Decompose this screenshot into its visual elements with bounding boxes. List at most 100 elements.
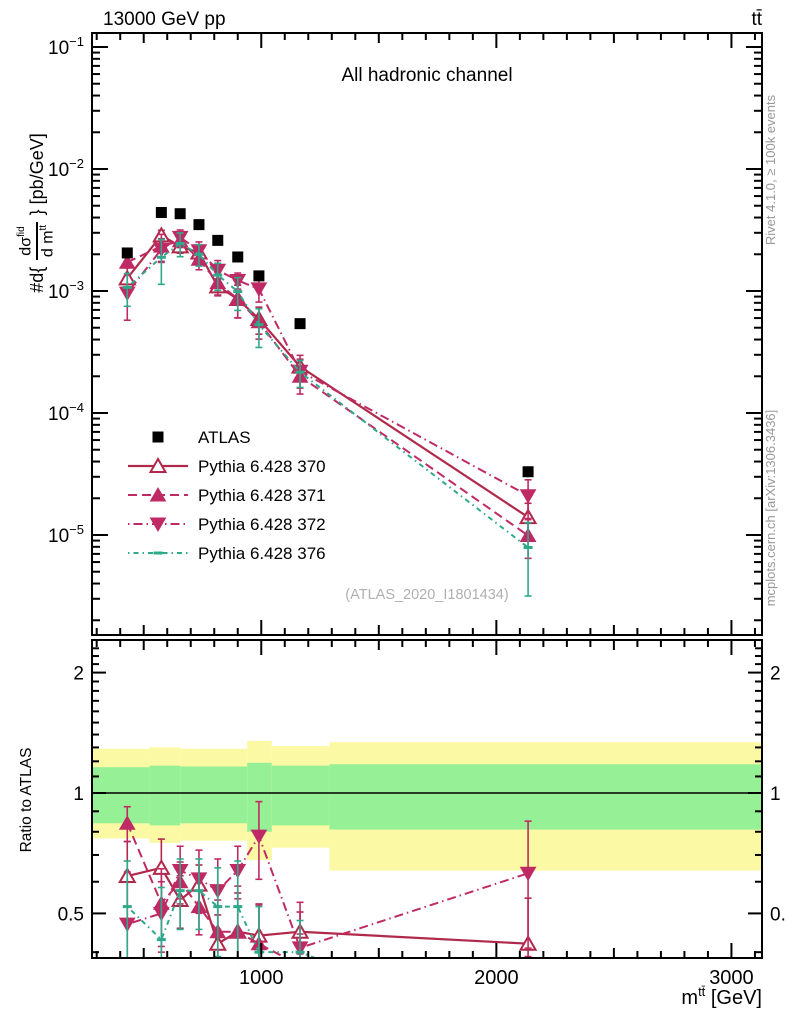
title-energy: 13000 GeV pp <box>103 9 226 30</box>
y-axis-label-suffix: } [pb/GeV] <box>26 133 47 216</box>
dash-marker <box>156 938 166 942</box>
y-axis-label-fraction: dσfid d mtt <box>16 222 57 260</box>
legend-item: Pythia 6.428 370 <box>128 456 326 476</box>
legend-item: Pythia 6.428 376 <box>128 544 326 563</box>
series-line <box>126 889 318 958</box>
series-pythia-6-428-372-main <box>118 229 537 520</box>
y-axis-label-denominator: d mtt <box>38 224 57 258</box>
atlas-data-marker <box>294 318 306 330</box>
filled-triangle-down-marker <box>250 829 268 845</box>
ratio-tick-label-left: 2 <box>73 664 84 685</box>
y-tick-label: 10−4 <box>48 400 84 425</box>
atlas-data-marker <box>212 234 224 246</box>
ratio-panel-frame <box>91 639 763 959</box>
tick-labels: 10−1 10−2 10−3 10−4 10−5 1000 2000 3000 2 2 1 1 0.5 0… <box>48 34 786 989</box>
dash-marker <box>254 323 264 327</box>
dash-marker <box>254 950 264 954</box>
x-axis-label: mtt̄ [GeV] <box>681 984 762 1009</box>
channel-label: All hadronic channel <box>341 65 512 86</box>
dash-marker <box>153 551 163 555</box>
series-line <box>126 239 529 537</box>
ratio-tick-label-left: 0.5 <box>58 904 84 925</box>
band-green <box>271 765 330 826</box>
legend-item: Pythia 6.428 371 <box>128 486 326 505</box>
band-green <box>92 767 150 824</box>
y-axis-label: #d{ dσfid d mtt } [pb/GeV] <box>6 48 68 378</box>
series-pythia-6-428-371-main <box>118 232 537 560</box>
filled-triangle-up-marker <box>521 995 536 1008</box>
dash-marker <box>295 950 305 954</box>
x-axis-label-sup: tt̄ <box>698 984 706 999</box>
title-process: tt̄ <box>751 9 762 30</box>
band-green <box>149 765 181 826</box>
mcplots-note: mcplots.cern.ch [arXiv:1306.3436] <box>763 410 778 607</box>
ratio-tick-label-right: 1 <box>770 784 781 805</box>
ratio-tick-label-right: 0.5 <box>770 904 786 925</box>
filled-triangle-up-marker <box>118 254 136 269</box>
atlas-data-marker <box>193 219 205 231</box>
atlas-data-marker <box>522 466 534 478</box>
atlas-data-marker <box>155 206 167 218</box>
rivet-version-note: Rivet 4.1.0, ≥ 100k events <box>763 94 778 245</box>
series-pythia-6-428-376-main <box>122 232 533 597</box>
filled-triangle-up-marker <box>299 957 301 958</box>
legend-label: Pythia 6.428 376 <box>198 544 326 563</box>
dash-marker <box>523 545 533 549</box>
main-panel-frame <box>91 32 763 636</box>
axis-ticks <box>92 33 762 958</box>
filled-triangle-down-marker <box>519 489 537 504</box>
open-triangle-marker <box>148 456 168 473</box>
x-axis-label-units: [GeV] <box>705 987 762 1009</box>
series-line <box>126 233 529 519</box>
atlas-data-marker <box>152 431 164 443</box>
filled-triangle-down-marker <box>149 517 167 533</box>
dash-marker <box>295 370 305 374</box>
y-axis-label-numerator: dσfid <box>16 222 38 260</box>
y-tick-label: 10−3 <box>48 278 84 303</box>
series-line <box>126 242 529 549</box>
series-pythia-6-428-376-ratio <box>122 858 318 958</box>
y-tick-label: 10−2 <box>48 156 84 181</box>
ratio-axis-label: Ratio to ATLAS <box>18 748 35 853</box>
legend-label: ATLAS <box>198 428 251 447</box>
band-green <box>329 764 762 830</box>
y-axis-label-prefix: #d{ <box>26 266 47 293</box>
atlas-data-marker <box>121 247 133 259</box>
series-line <box>126 236 529 497</box>
legend: ATLAS Pythia 6.428 370 Pythia 6.428 371 Pyt… <box>128 428 326 563</box>
dash-marker <box>175 889 185 893</box>
chart-dynamic-layer: 10−1 10−2 10−3 10−4 10−5 1000 2000 3000 2 2 1 1 0.5 0… <box>48 32 786 1008</box>
y-tick-label: 10−1 <box>48 34 84 59</box>
ratio-uncertainty-bands <box>92 740 762 871</box>
band-green <box>180 766 248 824</box>
filled-triangle-up-marker <box>118 815 136 830</box>
atlas-data-marker <box>174 208 186 220</box>
dash-marker <box>213 273 223 277</box>
dash-marker <box>175 242 185 246</box>
dash-marker <box>194 252 204 256</box>
filled-triangle-down-marker <box>519 866 537 882</box>
dash-marker <box>122 285 132 289</box>
watermark: (ATLAS_2020_I1801434) <box>345 587 508 603</box>
legend-item: Pythia 6.428 372 <box>128 515 326 534</box>
dash-marker <box>213 905 223 909</box>
filled-triangle-up-marker <box>149 486 167 502</box>
x-tick-label: 3000 <box>709 967 754 989</box>
dash-marker <box>233 290 243 294</box>
x-axis-label-base: m <box>681 987 698 1009</box>
filled-triangle-down-marker <box>250 282 268 297</box>
legend-label: Pythia 6.428 371 <box>198 486 326 505</box>
atlas-data-marker <box>232 251 244 263</box>
dash-marker <box>156 255 166 259</box>
series-pythia-6-428-370-main <box>118 226 538 537</box>
legend-label: Pythia 6.428 370 <box>198 457 326 476</box>
ratio-tick-label-right: 2 <box>770 664 781 685</box>
dash-marker <box>233 905 243 909</box>
x-tick-label: 2000 <box>474 967 519 989</box>
legend-label: Pythia 6.428 372 <box>198 515 326 534</box>
x-tick-label: 1000 <box>239 967 284 989</box>
atlas-data-marker <box>253 270 265 282</box>
legend-item: ATLAS <box>152 428 251 447</box>
